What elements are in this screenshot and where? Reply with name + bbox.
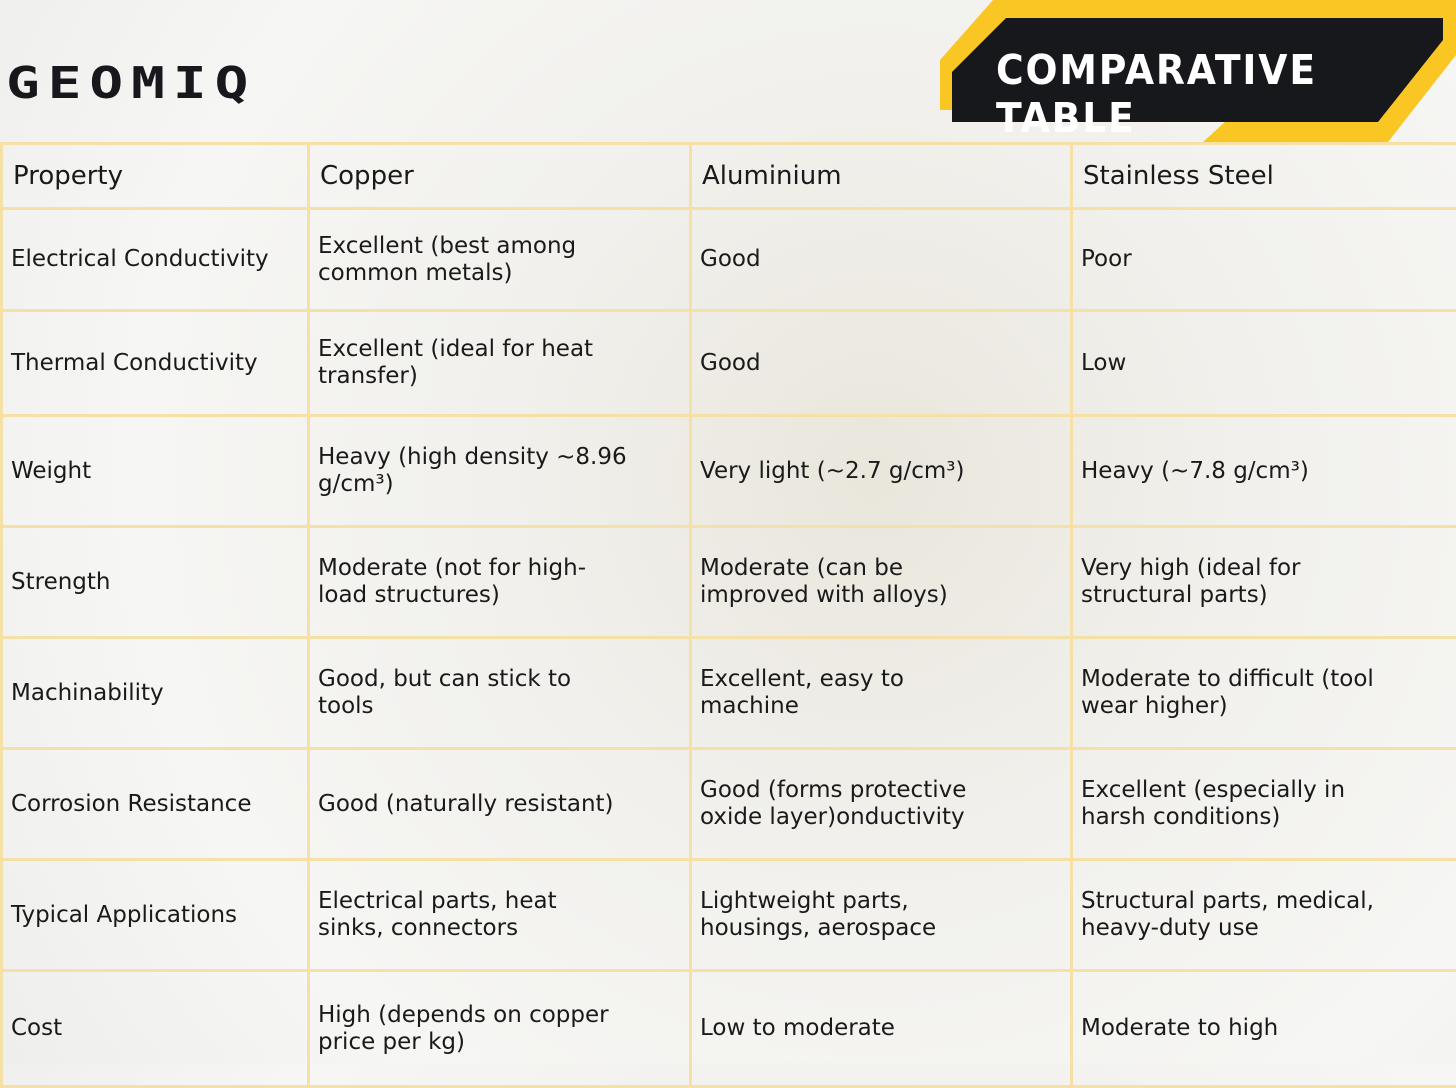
table-cell: Moderate to high: [1072, 971, 1456, 1087]
cell-text: Machinability: [11, 680, 293, 707]
cell-text: Poor: [1081, 246, 1391, 273]
table-cell: Excellent (best among common metals): [309, 209, 691, 311]
cell-text: Good (forms protective oxide layer)onduc…: [700, 777, 1010, 831]
cell-text: Good (naturally resistant): [318, 791, 628, 818]
table-row: Thermal Conductivity Excellent (ideal for…: [2, 311, 1456, 416]
table-cell: Heavy (~7.8 g/cm³): [1072, 416, 1456, 527]
table-cell: Excellent, easy to machine: [691, 638, 1072, 749]
table-cell: Strength: [2, 527, 309, 638]
table-cell: High (depends on copper price per kg): [309, 971, 691, 1087]
table-cell: Corrosion Resistance: [2, 749, 309, 860]
cell-text: Typical Applications: [11, 902, 293, 929]
cell-text: Electrical parts, heat sinks, connectors: [318, 888, 628, 942]
table-row: Cost High (depends on copper price per kg…: [2, 971, 1456, 1087]
cell-text: Very high (ideal for structural parts): [1081, 555, 1391, 609]
cell-text: Weight: [11, 458, 293, 485]
cell-text: Moderate (not for high-load structures): [318, 555, 628, 609]
cell-text: Low to moderate: [700, 1015, 1010, 1042]
cell-text: Excellent, easy to machine: [700, 666, 1010, 720]
header-cell: Stainless Steel: [1072, 144, 1456, 209]
cell-text: Electrical Conductivity: [11, 246, 293, 273]
table-cell: Lightweight parts, housings, aerospace: [691, 860, 1072, 971]
table-row: Machinability Good, but can stick to tool…: [2, 638, 1456, 749]
table-cell: Good (naturally resistant): [309, 749, 691, 860]
table-cell: Low to moderate: [691, 971, 1072, 1087]
cell-text: Strength: [11, 569, 293, 596]
logo: GEOMIQ: [6, 58, 256, 109]
table-cell: Moderate to difficult (tool wear higher): [1072, 638, 1456, 749]
cell-text: Excellent (best among common metals): [318, 233, 628, 287]
table-cell: Machinability: [2, 638, 309, 749]
table-cell: Low: [1072, 311, 1456, 416]
table-cell: Electrical Conductivity: [2, 209, 309, 311]
cell-text: Low: [1081, 350, 1391, 377]
table-cell: Structural parts, medical, heavy-duty us…: [1072, 860, 1456, 971]
table-cell: Heavy (high density ~8.96 g/cm³): [309, 416, 691, 527]
header-cell: Aluminium: [691, 144, 1072, 209]
header-cell: Property: [2, 144, 309, 209]
cell-text: Moderate to difficult (tool wear higher): [1081, 666, 1391, 720]
table-cell: Very high (ideal for structural parts): [1072, 527, 1456, 638]
cell-text: Heavy (high density ~8.96 g/cm³): [318, 444, 628, 498]
cell-text: Lightweight parts, housings, aerospace: [700, 888, 1010, 942]
cell-text: Heavy (~7.8 g/cm³): [1081, 458, 1391, 485]
table-cell: Very light (~2.7 g/cm³): [691, 416, 1072, 527]
table-cell: Good (forms protective oxide layer)onduc…: [691, 749, 1072, 860]
cell-text: Structural parts, medical, heavy-duty us…: [1081, 888, 1391, 942]
cell-text: Good: [700, 350, 1010, 377]
table-row: Strength Moderate (not for high-load stru…: [2, 527, 1456, 638]
table-row: Electrical Conductivity Excellent (best a…: [2, 209, 1456, 311]
cell-text: Good, but can stick to tools: [318, 666, 628, 720]
table-cell: Good: [691, 209, 1072, 311]
cell-text: Thermal Conductivity: [11, 350, 293, 377]
table-cell: Good, but can stick to tools: [309, 638, 691, 749]
cell-text: Corrosion Resistance: [11, 791, 293, 818]
table-cell: Poor: [1072, 209, 1456, 311]
header-cell: Copper: [309, 144, 691, 209]
cell-text: Cost: [11, 1015, 293, 1042]
cell-text: Moderate (can be improved with alloys): [700, 555, 1010, 609]
cell-text: Good: [700, 246, 1010, 273]
cell-text: Very light (~2.7 g/cm³): [700, 458, 1010, 485]
cell-text: Excellent (ideal for heat transfer): [318, 336, 628, 390]
table-row: Typical Applications Electrical parts, he…: [2, 860, 1456, 971]
table-row: Corrosion Resistance Good (naturally resi…: [2, 749, 1456, 860]
table-row: Weight Heavy (high density ~8.96 g/cm³) Ve…: [2, 416, 1456, 527]
table-cell: Electrical parts, heat sinks, connectors: [309, 860, 691, 971]
table-cell: Excellent (especially in harsh condition…: [1072, 749, 1456, 860]
table-cell: Excellent (ideal for heat transfer): [309, 311, 691, 416]
cell-text: Moderate to high: [1081, 1015, 1391, 1042]
table-cell: Thermal Conductivity: [2, 311, 309, 416]
badge-title: COMPARATIVE TABLE: [996, 46, 1419, 142]
cell-text: Excellent (especially in harsh condition…: [1081, 777, 1391, 831]
table-cell: Moderate (not for high-load structures): [309, 527, 691, 638]
table-cell: Weight: [2, 416, 309, 527]
table-cell: Good: [691, 311, 1072, 416]
table-cell: Typical Applications: [2, 860, 309, 971]
cell-text: High (depends on copper price per kg): [318, 1002, 628, 1056]
table-cell: Cost: [2, 971, 309, 1087]
table-cell: Moderate (can be improved with alloys): [691, 527, 1072, 638]
